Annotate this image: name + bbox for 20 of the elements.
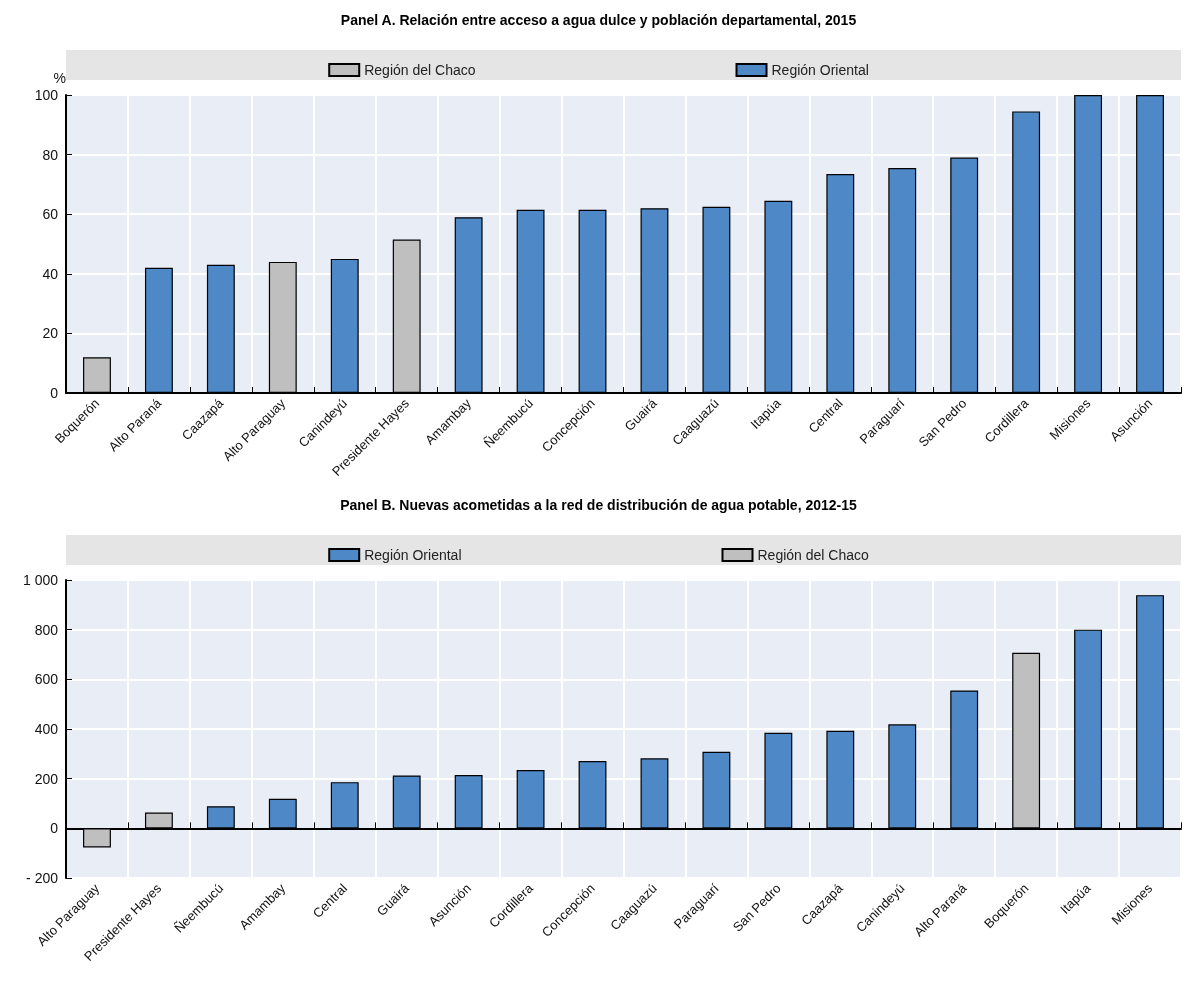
- legend-label: Región Oriental: [364, 547, 462, 563]
- y-tick-label: 0: [50, 385, 59, 401]
- y-tick-label: 400: [34, 721, 59, 737]
- y-tick-label: 80: [42, 146, 59, 163]
- y-axis-title: %: [53, 70, 66, 86]
- legend-label: Región del Chaco: [757, 547, 869, 563]
- y-tick-label: 800: [34, 621, 59, 638]
- y-tick-label: 20: [42, 325, 59, 342]
- y-tick-label: 0: [50, 820, 59, 837]
- y-tick-label: 600: [34, 671, 59, 688]
- legend-label: Región Oriental: [771, 62, 869, 78]
- y-tick-label: 100: [34, 87, 59, 103]
- chart-title: Panel B. Nuevas acometidas a la red de distribución de agua potable, 2012-15: [340, 497, 858, 513]
- y-tick-label: - 200: [26, 870, 59, 886]
- y-tick-label: 60: [42, 206, 59, 223]
- legend-label: Región del Chaco: [364, 62, 476, 78]
- y-tick-label: 200: [34, 770, 59, 787]
- y-tick-label: 40: [42, 265, 59, 282]
- chart-title: Panel A. Relación entre acceso a agua dulce y población departamental, 2015: [340, 12, 857, 28]
- y-tick-label: 1 000: [22, 572, 59, 588]
